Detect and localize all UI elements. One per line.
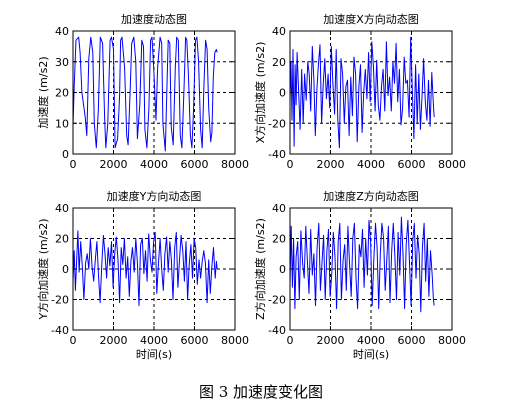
x-tick-label: 0 [70, 158, 77, 171]
y-axis-label: Z方向加速度 (m/s2) [253, 218, 267, 320]
y-tick-label: 20 [55, 233, 69, 246]
y-tick-label: -40 [51, 324, 69, 337]
y-tick-label: 40 [272, 202, 286, 215]
y-tick-label: -20 [268, 294, 286, 307]
y-tick-label: -20 [51, 294, 69, 307]
x-tick-label: 2000 [100, 334, 128, 347]
x-tick-label: 2000 [100, 158, 128, 171]
x-tick-label: 0 [70, 334, 77, 347]
y-tick-label: 0 [279, 87, 286, 100]
x-tick-label: 2000 [317, 158, 345, 171]
y-tick-label: 30 [55, 56, 69, 69]
subplot-2: 0 2000 4000 6000 8000 -40 -20 0 20 40 加速度X方向动态图 X方向… [253, 12, 466, 171]
chart-title: 加速度Z方向动态图 [323, 189, 419, 203]
series-line [72, 36, 218, 152]
x-tick-label: 0 [287, 158, 294, 171]
x-tick-label: 8000 [438, 158, 466, 171]
chart-title: 加速度Y方向动态图 [107, 189, 202, 203]
x-tick-label: 6000 [181, 158, 209, 171]
y-tick-label: -40 [268, 148, 286, 161]
y-axis-label: 加速度 (m/s2) [36, 56, 50, 128]
x-tick-label: 6000 [398, 158, 426, 171]
x-tick-label: 0 [287, 334, 294, 347]
y-tick-label: 40 [55, 202, 69, 215]
x-tick-label: 4000 [357, 334, 385, 347]
x-tick-label: 4000 [140, 334, 168, 347]
series-line [72, 230, 218, 307]
chart-title: 加速度动态图 [121, 12, 187, 26]
x-axis-label: 时间(s) [136, 348, 172, 361]
y-tick-label: 20 [272, 233, 286, 246]
y-tick-label: -20 [268, 117, 286, 130]
x-tick-label: 8000 [221, 334, 249, 347]
y-axis-label: X方向加速度 (m/s2) [253, 42, 267, 144]
y-axis-label: Y方向加速度 (m/s2) [36, 219, 50, 321]
series-line [289, 36, 435, 149]
x-tick-label: 4000 [140, 158, 168, 171]
x-tick-label: 2000 [317, 334, 345, 347]
x-tick-label: 8000 [221, 158, 249, 171]
x-axis-label: 时间(s) [353, 348, 389, 361]
y-tick-label: 0 [62, 148, 69, 161]
x-tick-label: 8000 [438, 334, 466, 347]
subplot-4: 0 2000 4000 6000 8000 -40 -20 0 20 40 加速度Z方向动态图时间(… [253, 189, 466, 361]
y-tick-label: 40 [55, 25, 69, 38]
y-tick-label: 20 [55, 87, 69, 100]
chart-title: 加速度X方向动态图 [323, 12, 419, 26]
x-tick-label: 6000 [181, 334, 209, 347]
y-tick-label: 0 [279, 263, 286, 276]
x-tick-label: 6000 [398, 334, 426, 347]
x-tick-label: 4000 [357, 158, 385, 171]
y-tick-label: 10 [55, 117, 69, 130]
y-tick-label: 40 [272, 25, 286, 38]
figure-caption: 图 3 加速度变化图 [198, 383, 324, 401]
y-tick-label: 0 [62, 263, 69, 276]
y-tick-label: 20 [272, 56, 286, 69]
subplot-3: 0 2000 4000 6000 8000 -40 -20 0 20 40 加速度Y方向动态图时间(… [36, 189, 249, 361]
y-tick-label: -40 [268, 324, 286, 337]
series-line [289, 216, 435, 313]
